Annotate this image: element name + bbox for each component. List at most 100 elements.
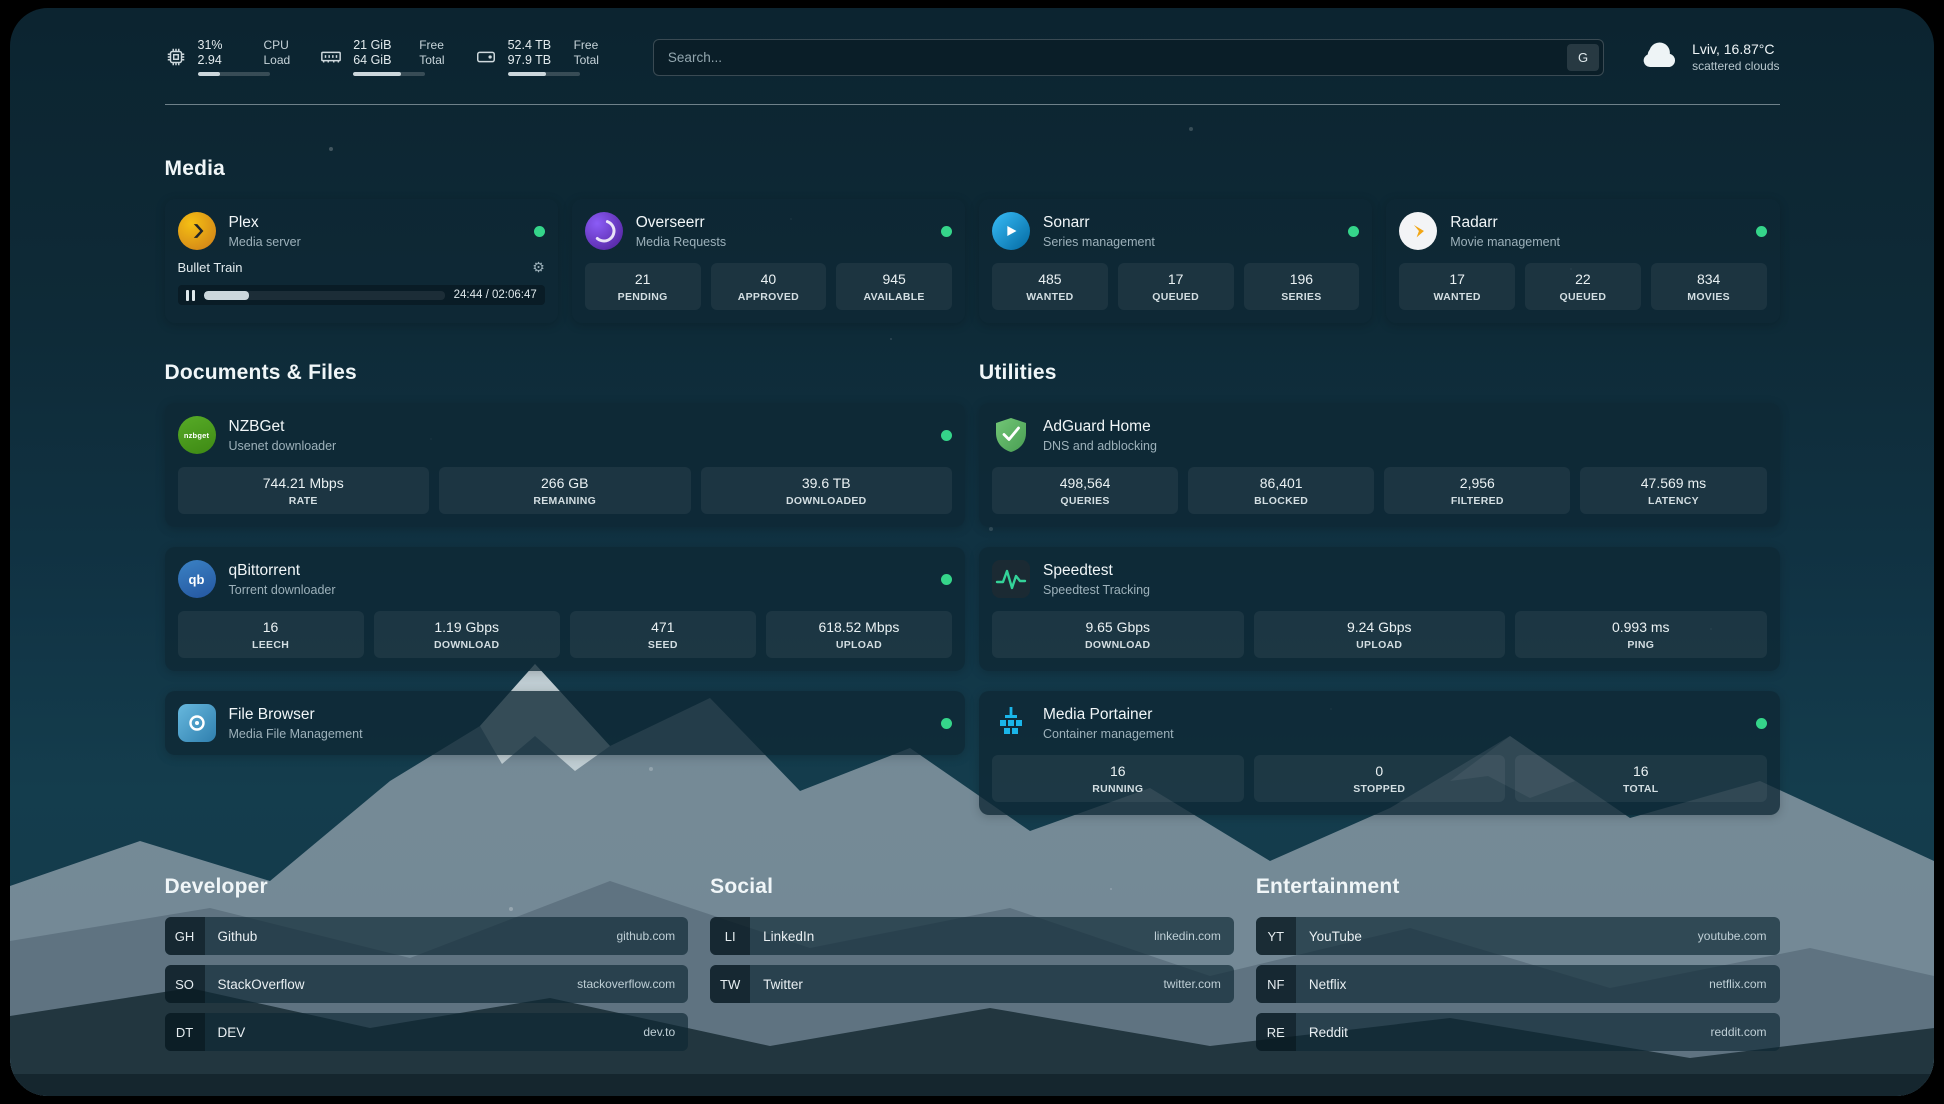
status-dot	[941, 573, 952, 585]
now-playing-title: Bullet Train	[177, 260, 243, 275]
bookmark-name: Github	[217, 928, 258, 944]
app-name: Plex	[228, 213, 259, 231]
memory-label-bottom: Total	[419, 53, 445, 67]
bookmark-abbr: RE	[1255, 1013, 1296, 1051]
bookmark-name: Netflix	[1308, 976, 1347, 992]
nzbget-card[interactable]: nzbget NZBGet Usenet downloader 744.21 M…	[164, 403, 965, 527]
bookmark-dev[interactable]: DT DEV dev.to	[164, 1013, 689, 1051]
stat-series: 196 SERIES	[1243, 263, 1360, 310]
search-input[interactable]	[652, 38, 1605, 76]
bookmark-url: reddit.com	[1710, 1025, 1767, 1039]
stat-stopped: 0 STOPPED	[1253, 755, 1505, 802]
pause-icon[interactable]	[185, 289, 195, 301]
app-desc: Usenet downloader	[228, 438, 337, 453]
plex-card[interactable]: Plex Media server Bullet Train ⚙ 24:44 /…	[164, 199, 558, 323]
filebrowser-icon	[177, 704, 216, 742]
app-name: AdGuard Home	[1043, 417, 1151, 435]
stat-blocked: 86,401 BLOCKED	[1188, 467, 1375, 514]
app-name: Sonarr	[1043, 213, 1090, 231]
bookmark-reddit[interactable]: RE Reddit reddit.com	[1255, 1013, 1780, 1051]
speedtest-card[interactable]: Speedtest Speedtest Tracking 9.65 Gbps D…	[979, 547, 1780, 671]
overseerr-icon	[584, 212, 623, 250]
bookmark-abbr: DT	[164, 1013, 205, 1051]
status-dot	[533, 225, 545, 237]
sonarr-card[interactable]: Sonarr Series management 485 WANTED 17 Q…	[979, 199, 1373, 323]
section-title-utilities: Utilities	[979, 361, 1057, 384]
bookmark-youtube[interactable]: YT YouTube youtube.com	[1255, 917, 1780, 955]
portainer-card[interactable]: Media Portainer Container management 16 …	[979, 691, 1780, 815]
stat-latency: 47.569 ms LATENCY	[1580, 467, 1767, 514]
bookmarks-section: Developer GH Github github.com SO StackO…	[164, 875, 1780, 1061]
app-desc: Series management	[1043, 234, 1155, 249]
disk-usage-fill	[507, 72, 547, 76]
speedtest-icon	[992, 560, 1030, 598]
topbar: 31% 2.94 CPU Load	[165, 32, 1780, 82]
adguard-card[interactable]: AdGuard Home DNS and adblocking 498,564 …	[979, 403, 1780, 527]
bookmark-name: Reddit	[1308, 1024, 1348, 1040]
bookmark-name: DEV	[217, 1024, 246, 1040]
disk-icon	[475, 46, 497, 68]
status-dot	[1755, 717, 1767, 729]
stat-movies: 834 MOVIES	[1650, 263, 1767, 310]
stat-available: 945 AVAILABLE	[836, 263, 952, 310]
snow-specks	[10, 8, 12, 10]
playback-time: 24:44 / 02:06:47	[453, 289, 537, 301]
stat-filtered: 2,956 FILTERED	[1384, 467, 1571, 514]
portainer-icon	[992, 704, 1030, 742]
stat-pending: 21 PENDING	[584, 263, 701, 310]
bookmark-group-entertainment: Entertainment YT YouTube youtube.com NF …	[1255, 875, 1780, 1061]
weather-condition: scattered clouds	[1692, 58, 1780, 73]
utilities-column: AdGuard Home DNS and adblocking 498,564 …	[979, 403, 1780, 815]
qbittorrent-card[interactable]: qb qBittorrent Torrent downloader 16 LEE…	[164, 547, 965, 671]
section-title-entertainment: Entertainment	[1255, 875, 1400, 898]
disk-label-bottom: Total	[573, 53, 599, 67]
stat-queued: 17 QUEUED	[1117, 263, 1234, 310]
bookmark-github[interactable]: GH Github github.com	[164, 917, 689, 955]
header-divider	[164, 104, 1780, 105]
section-title-documents: Documents & Files	[164, 361, 357, 384]
overseerr-card[interactable]: Overseerr Media Requests 21 PENDING 40 A…	[571, 199, 965, 323]
stat-seed: 471 SEED	[569, 611, 756, 658]
app-desc: Media Requests	[635, 234, 727, 249]
bookmark-url: linkedin.com	[1154, 929, 1221, 943]
plex-icon	[177, 212, 216, 250]
cpu-usage-fill	[197, 72, 220, 76]
settings-gear-icon[interactable]: ⚙	[532, 259, 545, 275]
cpu-percent: 31%	[197, 38, 223, 52]
media-grid: Plex Media server Bullet Train ⚙ 24:44 /…	[164, 199, 1780, 323]
app-desc: Movie management	[1450, 234, 1561, 249]
stat-total: 16 TOTAL	[1515, 755, 1767, 802]
stat-download: 1.19 Gbps DOWNLOAD	[373, 611, 560, 658]
app-name: qBittorrent	[228, 561, 301, 579]
bookmark-netflix[interactable]: NF Netflix netflix.com	[1255, 965, 1780, 1003]
bookmark-abbr: TW	[710, 965, 751, 1003]
radarr-card[interactable]: Radarr Movie management 17 WANTED 22 QUE…	[1386, 199, 1780, 323]
bookmark-name: LinkedIn	[763, 928, 815, 944]
disk-usage-bar	[507, 72, 580, 76]
bookmark-url: netflix.com	[1709, 977, 1767, 991]
stat-upload: 618.52 Mbps UPLOAD	[765, 611, 952, 658]
playback-progress[interactable]: 24:44 / 02:06:47	[177, 285, 545, 305]
bookmark-group-developer: Developer GH Github github.com SO StackO…	[164, 875, 689, 1061]
app-name: Speedtest	[1043, 561, 1113, 579]
status-dot	[1348, 225, 1360, 237]
filebrowser-card[interactable]: File Browser Media File Management	[164, 691, 965, 755]
bookmark-stackoverflow[interactable]: SO StackOverflow stackoverflow.com	[164, 965, 689, 1003]
bookmark-twitter[interactable]: TW Twitter twitter.com	[710, 965, 1234, 1003]
stat-ping: 0.993 ms PING	[1515, 611, 1767, 658]
app-desc: Media File Management	[228, 726, 363, 741]
progress-fill	[203, 290, 250, 300]
stat-queued: 22 QUEUED	[1525, 263, 1641, 310]
bookmark-linkedin[interactable]: LI LinkedIn linkedin.com	[710, 917, 1234, 955]
stat-approved: 40 APPROVED	[710, 263, 827, 310]
memory-label-top: Free	[419, 38, 444, 52]
bookmark-abbr: YT	[1255, 917, 1296, 955]
search-provider-button[interactable]: G	[1567, 43, 1600, 71]
disk-widget: 52.4 TB 97.9 TB Free Total	[475, 38, 599, 76]
cpu-load-value: 2.94	[197, 53, 222, 67]
status-dot	[941, 225, 952, 237]
bookmark-url: twitter.com	[1163, 977, 1221, 991]
bookmark-abbr: SO	[164, 965, 205, 1003]
stat-leech: 16 LEECH	[177, 611, 364, 658]
memory-usage-bar	[353, 72, 426, 76]
